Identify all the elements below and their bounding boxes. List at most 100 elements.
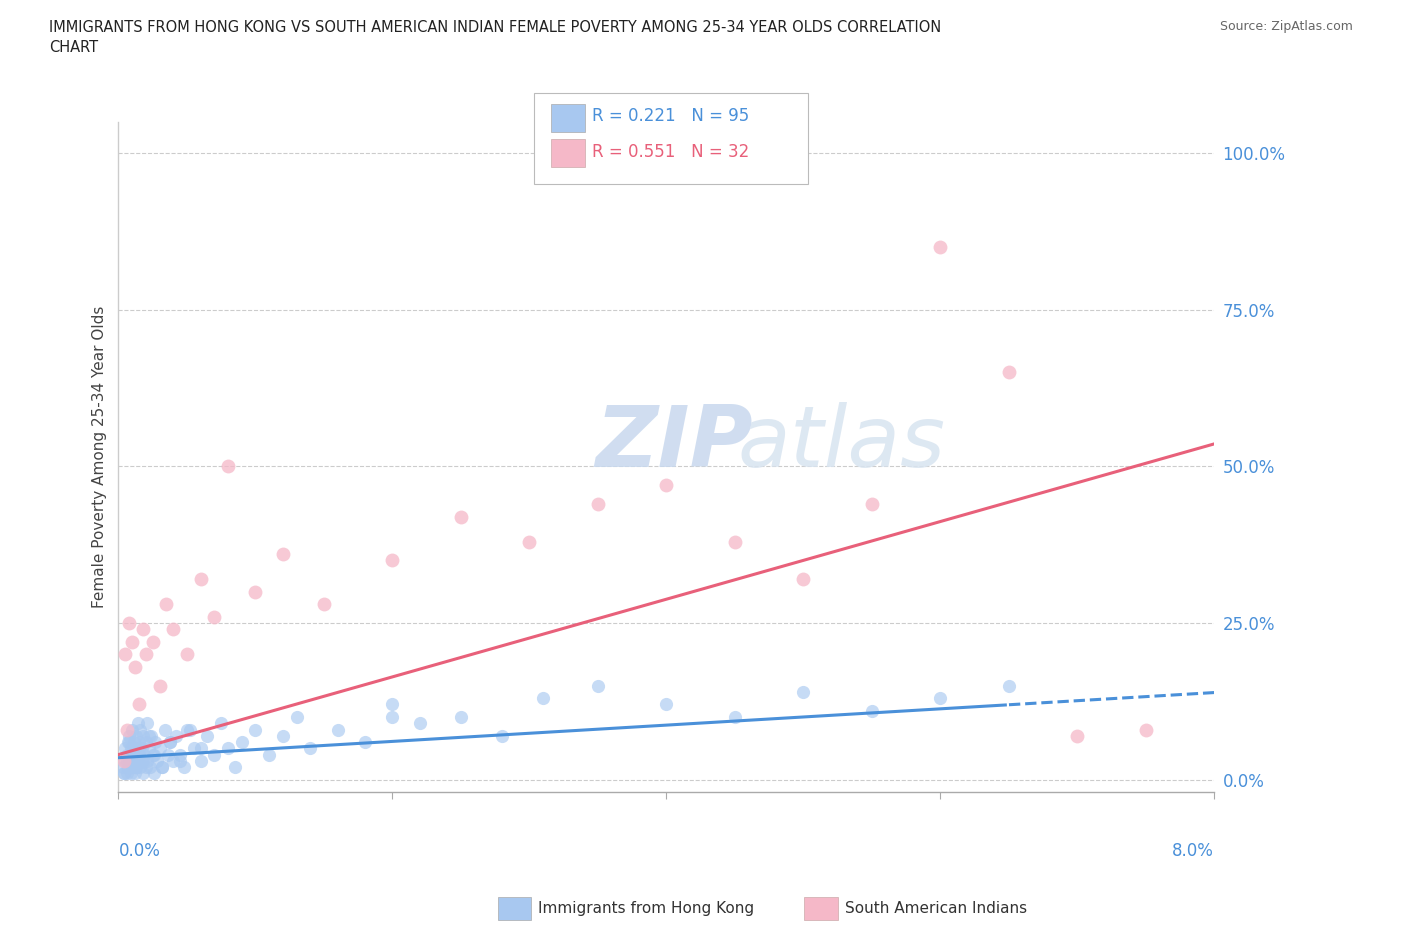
- Point: [197, 728, 219, 743]
- Point: [112, 753, 135, 768]
- Point: [145, 735, 167, 750]
- Point: [381, 710, 404, 724]
- Point: [115, 747, 138, 762]
- Point: [131, 741, 153, 756]
- Point: [120, 766, 142, 781]
- Point: [655, 697, 678, 711]
- Point: [354, 735, 377, 750]
- Point: [299, 741, 322, 756]
- Point: [245, 722, 267, 737]
- Point: [114, 647, 136, 662]
- Point: [112, 766, 135, 781]
- Point: [115, 722, 138, 737]
- Point: [120, 741, 142, 756]
- Point: [929, 240, 952, 255]
- Point: [136, 753, 159, 768]
- Point: [285, 710, 308, 724]
- Point: [115, 766, 138, 781]
- Point: [141, 728, 163, 743]
- Point: [118, 735, 141, 750]
- Point: [217, 459, 239, 474]
- Text: R = 0.551   N = 32: R = 0.551 N = 32: [592, 142, 749, 161]
- Point: [409, 716, 432, 731]
- Point: [586, 678, 609, 693]
- Point: [132, 753, 155, 768]
- Point: [165, 728, 187, 743]
- Point: [118, 753, 141, 768]
- Point: [148, 678, 170, 693]
- Point: [143, 747, 166, 762]
- Point: [134, 747, 156, 762]
- Point: [531, 691, 554, 706]
- Point: [169, 747, 191, 762]
- Point: [131, 753, 153, 768]
- Point: [381, 553, 404, 568]
- Point: [121, 722, 143, 737]
- Y-axis label: Female Poverty Among 25-34 Year Olds: Female Poverty Among 25-34 Year Olds: [93, 306, 107, 608]
- Point: [128, 747, 150, 762]
- Point: [114, 753, 136, 768]
- Point: [655, 478, 678, 493]
- Point: [118, 728, 141, 743]
- Point: [176, 647, 198, 662]
- Point: [271, 728, 294, 743]
- Point: [112, 766, 135, 781]
- Point: [132, 766, 155, 781]
- Text: ZIP: ZIP: [595, 402, 752, 485]
- Point: [146, 753, 169, 768]
- Point: [138, 728, 160, 743]
- Point: [792, 572, 814, 587]
- Point: [997, 678, 1019, 693]
- Point: [1066, 728, 1088, 743]
- Point: [132, 728, 155, 743]
- Text: South American Indians: South American Indians: [845, 901, 1028, 916]
- Point: [150, 760, 173, 775]
- Text: R = 0.221   N = 95: R = 0.221 N = 95: [592, 107, 749, 126]
- Point: [132, 622, 155, 637]
- Point: [312, 597, 335, 612]
- Point: [162, 753, 184, 768]
- Point: [517, 534, 540, 549]
- Point: [1135, 722, 1157, 737]
- Point: [381, 697, 404, 711]
- Point: [450, 710, 472, 724]
- Point: [245, 584, 267, 599]
- Point: [997, 365, 1019, 380]
- Point: [190, 572, 212, 587]
- Point: [179, 722, 201, 737]
- Point: [202, 747, 225, 762]
- Point: [125, 760, 148, 775]
- Point: [125, 728, 148, 743]
- Text: IMMIGRANTS FROM HONG KONG VS SOUTH AMERICAN INDIAN FEMALE POVERTY AMONG 25-34 YE: IMMIGRANTS FROM HONG KONG VS SOUTH AMERI…: [49, 20, 942, 55]
- Point: [159, 735, 181, 750]
- Point: [129, 722, 152, 737]
- Text: atlas: atlas: [738, 402, 946, 485]
- Point: [127, 753, 149, 768]
- Point: [153, 722, 176, 737]
- Point: [117, 735, 139, 750]
- Point: [148, 741, 170, 756]
- Point: [176, 722, 198, 737]
- Point: [121, 747, 143, 762]
- Point: [169, 753, 191, 768]
- Point: [124, 760, 146, 775]
- Text: 8.0%: 8.0%: [1173, 843, 1215, 860]
- Point: [326, 722, 349, 737]
- Point: [143, 766, 166, 781]
- Point: [142, 747, 165, 762]
- Point: [450, 509, 472, 524]
- Point: [124, 741, 146, 756]
- Point: [117, 760, 139, 775]
- Point: [929, 691, 952, 706]
- Point: [124, 659, 146, 674]
- Point: [860, 497, 883, 512]
- Point: [122, 735, 145, 750]
- Point: [183, 741, 205, 756]
- Point: [724, 534, 747, 549]
- Point: [135, 735, 157, 750]
- Point: [142, 634, 165, 649]
- Point: [128, 697, 150, 711]
- Point: [271, 547, 294, 562]
- Point: [115, 753, 138, 768]
- Point: [114, 741, 136, 756]
